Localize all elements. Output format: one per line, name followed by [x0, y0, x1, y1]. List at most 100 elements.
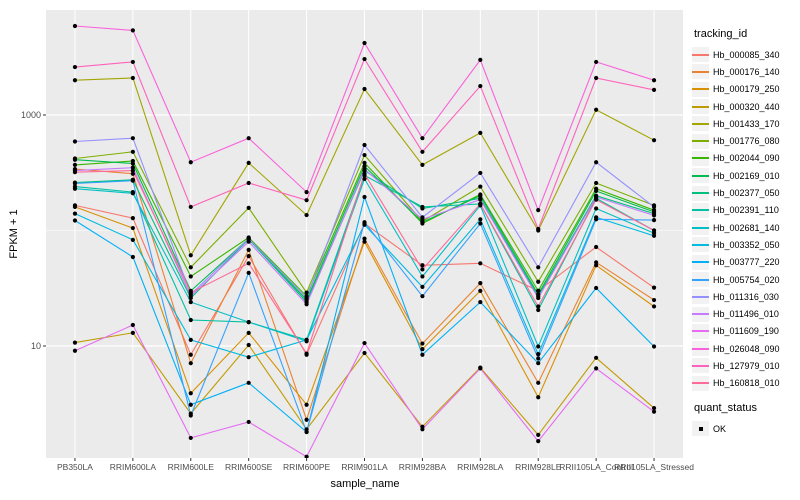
data-point: [420, 162, 425, 167]
x-tick-label: RRIM928LA: [457, 462, 504, 472]
legend-item: Hb_011609_190: [692, 323, 800, 340]
legend-label: Hb_003777_220: [713, 257, 780, 268]
data-point: [536, 344, 541, 349]
legend-item: Hb_000085_340: [692, 46, 800, 63]
data-point: [651, 285, 657, 290]
data-point: [420, 136, 425, 141]
data-point: [594, 180, 599, 186]
data-point: [246, 261, 251, 266]
data-point: [188, 391, 193, 396]
data-point: [304, 198, 309, 203]
x-tick-label: RRIM901LA: [341, 462, 388, 472]
data-point: [420, 294, 425, 299]
data-point: [130, 59, 135, 65]
legend-label: Hb_002391_110: [713, 205, 779, 216]
x-tick-label: RRIM600PE: [282, 462, 331, 472]
data-point: [246, 270, 251, 275]
data-point: [478, 57, 483, 62]
data-point: [130, 216, 135, 221]
data-point: [420, 220, 425, 225]
data-point: [594, 75, 599, 81]
data-point: [362, 340, 367, 346]
legend-label: Hb_000176_140: [713, 66, 780, 77]
x-tick-label: RRIM928BA: [398, 462, 447, 472]
legend-key-box: [692, 323, 709, 339]
data-point: [594, 263, 599, 268]
data-point: [130, 237, 135, 242]
legend-item-ok: OK: [692, 420, 800, 437]
x-tick-label: RRIM928LE: [515, 462, 562, 472]
data-point: [362, 236, 367, 241]
data-point: [651, 297, 657, 303]
data-point: [362, 142, 367, 148]
data-point: [536, 288, 541, 293]
data-point: [72, 78, 78, 83]
data-point: [72, 162, 78, 167]
legend-line-swatch: [692, 330, 709, 333]
data-point: [72, 139, 78, 144]
data-point: [594, 217, 599, 222]
data-point: [651, 409, 657, 414]
legend-line-swatch: [692, 140, 709, 143]
data-point: [478, 130, 483, 135]
legend-label: Hb_011609_190: [713, 326, 779, 337]
point-glyph-icon: [698, 426, 703, 431]
legend-line-swatch: [692, 174, 709, 177]
data-point: [651, 213, 657, 218]
data-point: [188, 413, 193, 418]
data-point: [420, 352, 425, 357]
data-point: [246, 236, 251, 241]
data-point: [72, 170, 78, 175]
legend-label: Hb_001433_170: [713, 118, 780, 129]
legend-key-box: [692, 289, 709, 305]
legend-key-box: [692, 306, 709, 322]
legend-label: Hb_002377_050: [713, 188, 780, 199]
legend-line-swatch: [692, 243, 709, 246]
data-point: [130, 171, 135, 176]
data-point: [188, 253, 193, 258]
data-point: [72, 218, 78, 223]
legend-key-box: [692, 47, 709, 63]
data-point: [362, 56, 367, 62]
data-point: [246, 419, 251, 425]
data-point: [594, 260, 599, 265]
data-point: [130, 322, 135, 328]
data-point: [594, 59, 599, 65]
legend-key-box: [692, 64, 709, 80]
data-point: [130, 149, 135, 154]
data-point: [362, 167, 367, 172]
legend-key-box: [692, 133, 709, 149]
legend-line-swatch: [692, 278, 709, 281]
data-point: [536, 295, 541, 301]
data-point: [72, 186, 78, 191]
legend-line-swatch: [692, 70, 709, 73]
data-point: [246, 330, 251, 335]
data-point: [130, 28, 135, 33]
legend-item: Hb_002681_140: [692, 219, 800, 236]
data-point: [420, 149, 425, 154]
data-point: [478, 299, 483, 305]
data-point: [130, 168, 135, 173]
data-point: [651, 228, 657, 233]
data-point: [188, 160, 193, 165]
data-point: [188, 361, 193, 366]
data-point: [130, 178, 135, 183]
legend-key-box: [692, 358, 709, 374]
legend-label: Hb_005754_020: [713, 274, 780, 285]
legend-label: Hb_002169_010: [713, 170, 780, 181]
legend-item: Hb_026048_090: [692, 340, 800, 357]
data-point: [246, 239, 251, 244]
legend-label: Hb_127979_010: [713, 360, 780, 371]
legend-label: Hb_011316_030: [713, 291, 779, 302]
data-point: [420, 204, 425, 210]
x-tick-label: RRIM600SE: [225, 462, 273, 472]
data-point: [130, 136, 135, 141]
legend-tracking-id: tracking_id Hb_000085_340 Hb_000176_140 Hb…: [692, 28, 800, 392]
data-point: [594, 206, 599, 211]
legend-key-box: [692, 341, 709, 357]
data-point: [362, 176, 367, 181]
legend-key-box: [692, 220, 709, 236]
data-point: [304, 337, 309, 342]
legend-item: Hb_002044_090: [692, 150, 800, 167]
